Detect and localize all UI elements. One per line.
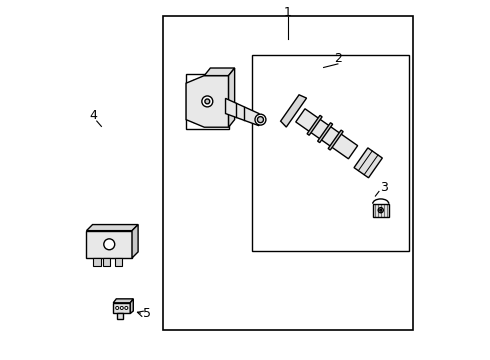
Circle shape (191, 113, 200, 123)
Polygon shape (186, 76, 228, 127)
Bar (115, 258, 122, 266)
Circle shape (125, 306, 128, 310)
Circle shape (202, 96, 213, 107)
Polygon shape (296, 109, 358, 159)
Bar (163, 16, 413, 330)
Circle shape (104, 239, 115, 250)
Polygon shape (354, 148, 382, 178)
Polygon shape (318, 123, 333, 143)
Bar (252, 55, 409, 251)
Polygon shape (186, 74, 228, 129)
Text: 3: 3 (380, 181, 388, 194)
Polygon shape (281, 95, 307, 127)
Polygon shape (113, 299, 133, 303)
Polygon shape (117, 314, 123, 319)
Polygon shape (307, 115, 322, 135)
Circle shape (378, 208, 383, 213)
Polygon shape (130, 299, 133, 314)
Circle shape (255, 114, 266, 125)
Polygon shape (228, 68, 235, 127)
Circle shape (257, 117, 264, 123)
Circle shape (380, 209, 382, 211)
Text: 1: 1 (284, 6, 292, 19)
Circle shape (116, 306, 119, 310)
Polygon shape (113, 303, 130, 314)
Circle shape (205, 99, 210, 104)
Circle shape (120, 306, 123, 310)
Text: 2: 2 (334, 52, 342, 65)
Polygon shape (373, 204, 389, 217)
Bar (102, 258, 110, 266)
Polygon shape (204, 68, 235, 76)
Polygon shape (86, 225, 138, 231)
Bar (94, 258, 101, 266)
Polygon shape (225, 98, 259, 126)
Polygon shape (132, 225, 138, 258)
Bar (86, 231, 132, 258)
Text: 5: 5 (143, 307, 151, 320)
Polygon shape (328, 130, 343, 150)
Circle shape (191, 80, 200, 89)
Text: 4: 4 (89, 109, 97, 122)
